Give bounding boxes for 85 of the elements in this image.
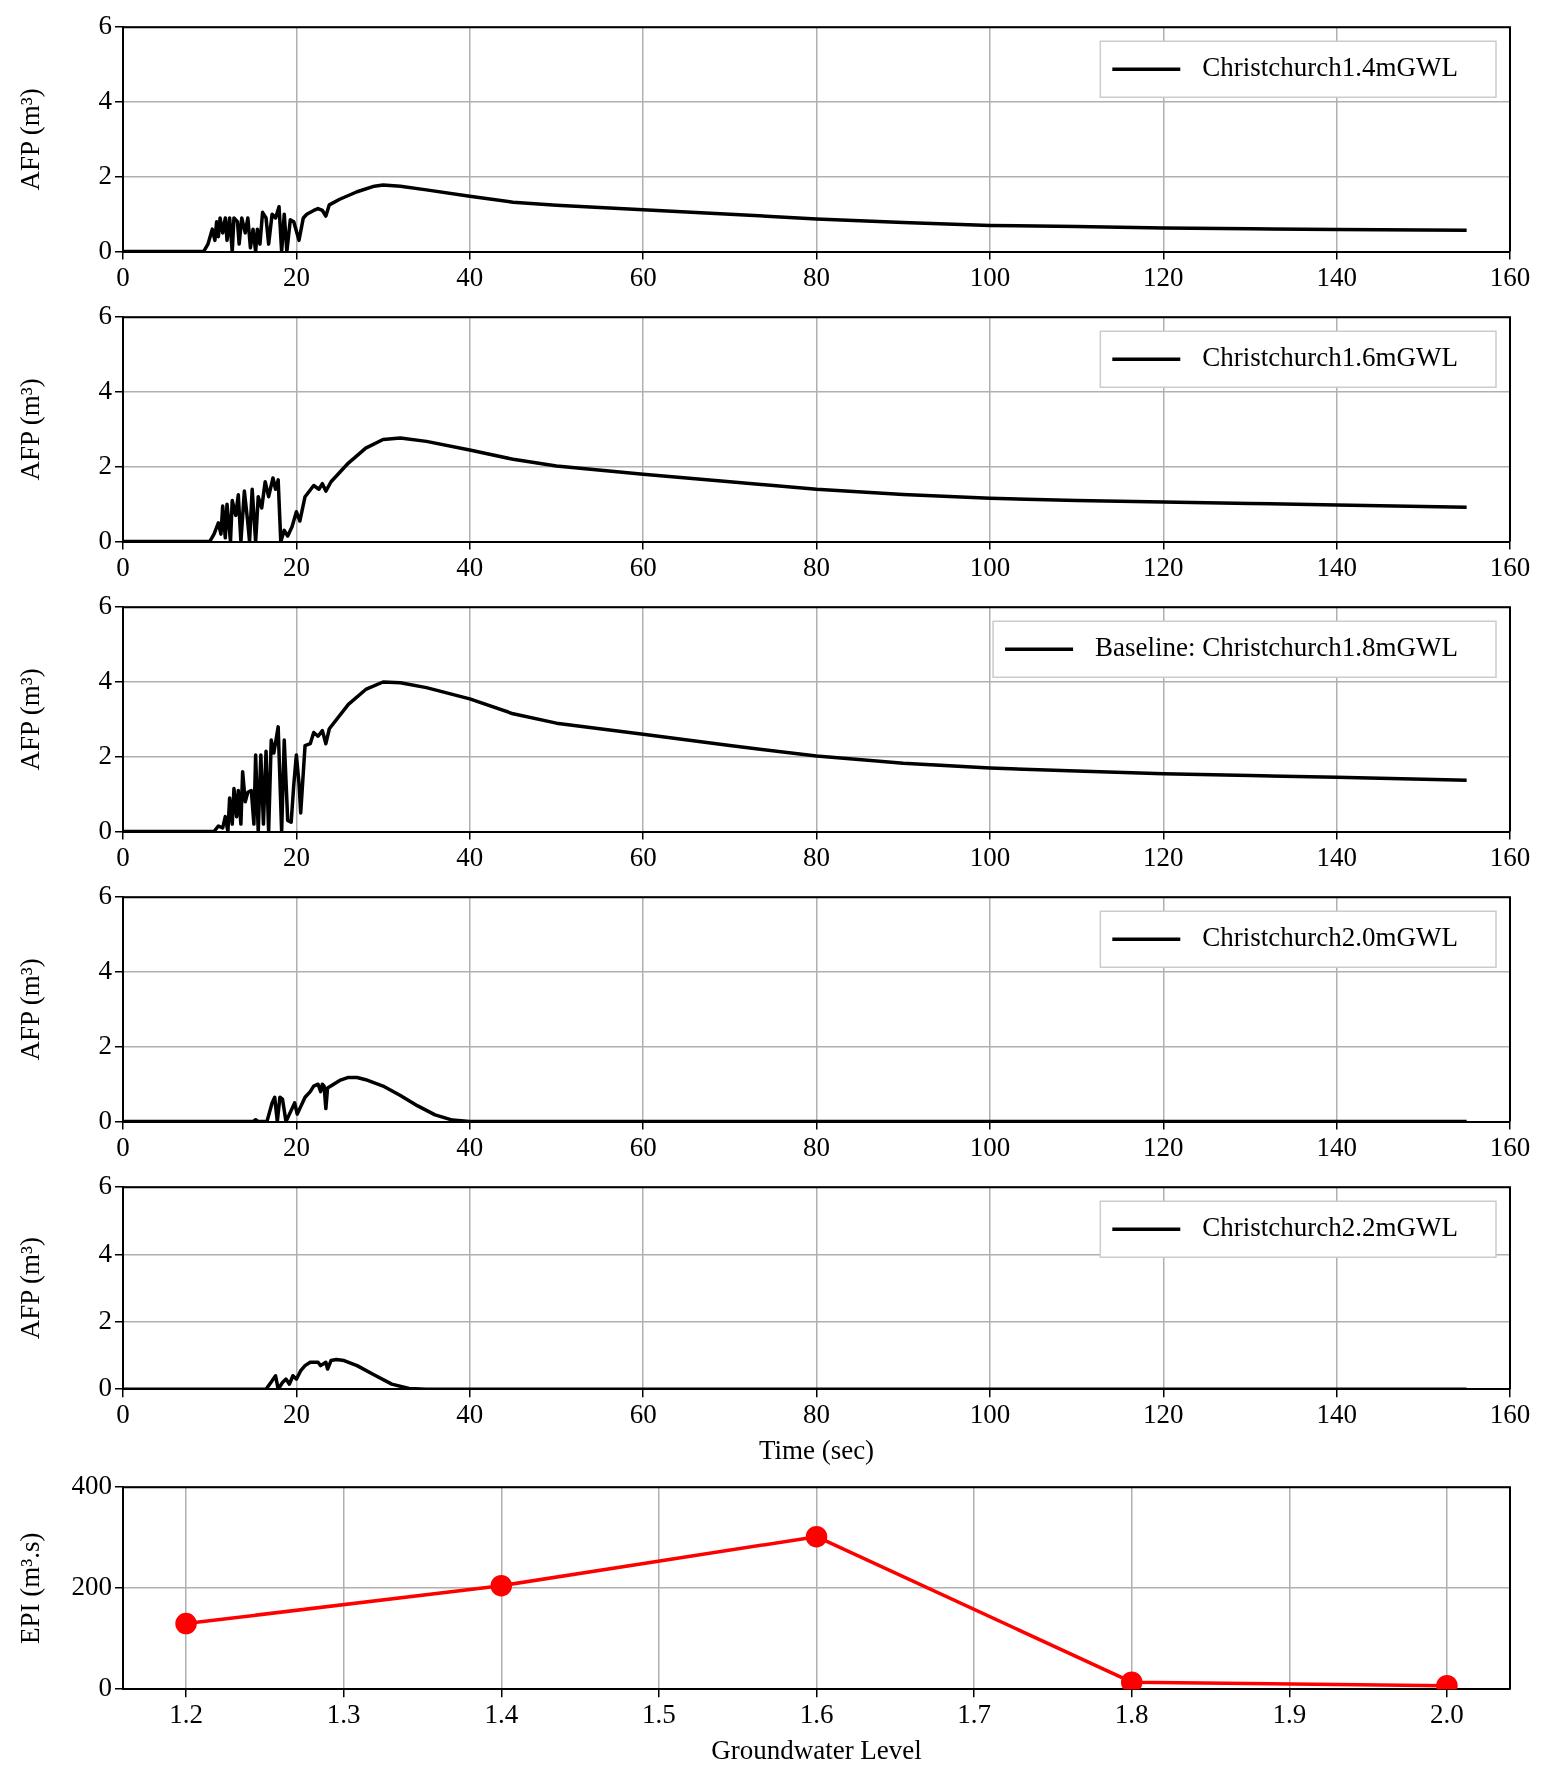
x-tick-label: 20: [282, 1399, 310, 1430]
y-tick-label: 6: [98, 1170, 112, 1201]
x-tick-label: 160: [1489, 551, 1531, 582]
y-tick-label: 0: [98, 524, 112, 555]
x-tick-label: 140: [1316, 1399, 1357, 1430]
x-tick-label: 160: [1489, 1131, 1531, 1162]
x-tick-label: 20: [282, 551, 310, 582]
y-tick-label: 2: [98, 1029, 112, 1060]
x-tick-label: 40: [456, 261, 484, 292]
y-axis-title: AFP (m³): [15, 958, 46, 1061]
x-tick-label: 60: [629, 841, 657, 872]
x-tick-label: 60: [629, 261, 657, 292]
x-tick-label: 60: [629, 1131, 657, 1162]
x-tick-label: 20: [282, 261, 310, 292]
y-tick-label: 4: [98, 85, 113, 116]
x-tick-label: 1.8: [1114, 1699, 1149, 1730]
y-tick-label: 0: [98, 1672, 112, 1703]
x-tick-label: 1.6: [799, 1699, 834, 1730]
y-tick-label: 0: [98, 234, 112, 265]
x-tick-label: 140: [1316, 841, 1357, 872]
x-tick-label: 100: [969, 841, 1011, 872]
x-tick-label: 120: [1143, 551, 1184, 582]
y-axis-title: AFP (m³): [15, 378, 46, 481]
x-tick-label: 1.2: [169, 1699, 203, 1730]
x-tick-label: 140: [1316, 551, 1357, 582]
x-tick-label: 80: [803, 551, 830, 582]
x-tick-label: 120: [1143, 1399, 1184, 1430]
y-tick-label: 4: [98, 665, 113, 696]
legend-label: Christchurch2.2mGWL: [1202, 1212, 1459, 1243]
x-tick-label: 60: [629, 1399, 657, 1430]
x-tick-label: 120: [1143, 1131, 1184, 1162]
x-tick-label: 40: [456, 1399, 484, 1430]
x-tick-label: 100: [969, 261, 1011, 292]
y-axis-title: AFP (m³): [15, 668, 46, 771]
legend-label: Christchurch1.6mGWL: [1202, 342, 1459, 373]
x-tick-label: 60: [629, 551, 657, 582]
y-tick-label: 6: [98, 10, 112, 41]
x-tick-label: 120: [1143, 261, 1184, 292]
y-tick-label: 6: [98, 590, 112, 621]
x-tick-label: 1.4: [484, 1699, 519, 1730]
y-axis-title: AFP (m³): [15, 88, 46, 191]
y-tick-label: 0: [98, 814, 112, 845]
y-tick-label: 0: [98, 1372, 112, 1403]
x-tick-label: 1.3: [326, 1699, 361, 1730]
x-tick-label: 80: [803, 1131, 830, 1162]
x-tick-label: 100: [969, 1131, 1011, 1162]
y-tick-label: 4: [98, 1237, 113, 1268]
x-axis-title: Time (sec): [758, 1434, 875, 1465]
x-tick-label: 160: [1489, 261, 1531, 292]
x-tick-label: 80: [803, 1399, 830, 1430]
x-tick-label: 40: [456, 841, 484, 872]
y-tick-label: 6: [98, 300, 112, 331]
y-tick-label: 6: [98, 880, 112, 911]
legend-label: Christchurch2.0mGWL: [1202, 922, 1459, 953]
x-tick-label: 20: [282, 1131, 310, 1162]
x-tick-label: 20: [282, 841, 310, 872]
x-axis-title: Groundwater Level: [711, 1734, 922, 1765]
y-tick-label: 2: [98, 159, 112, 190]
x-tick-label: 2.0: [1430, 1699, 1464, 1730]
x-tick-label: 140: [1316, 1131, 1357, 1162]
y-axis-title: AFP (m³): [15, 1237, 46, 1340]
x-tick-label: 140: [1316, 261, 1357, 292]
y-axis-title: EPI (m³.s): [15, 1532, 46, 1644]
legend-label: Christchurch1.4mGWL: [1202, 52, 1459, 83]
legend-label: Baseline: Christchurch1.8mGWL: [1095, 632, 1458, 663]
x-tick-label: 160: [1489, 841, 1531, 872]
y-tick-label: 0: [98, 1104, 112, 1135]
x-tick-label: 100: [969, 1399, 1011, 1430]
x-tick-label: 40: [456, 551, 484, 582]
y-tick-label: 2: [98, 739, 112, 770]
y-tick-label: 2: [98, 449, 112, 480]
y-tick-label: 200: [71, 1571, 112, 1602]
x-tick-label: 1.9: [1272, 1699, 1307, 1730]
x-tick-label: 40: [456, 1131, 484, 1162]
x-tick-label: 100: [969, 551, 1011, 582]
x-tick-label: 1.7: [957, 1699, 991, 1730]
x-tick-label: 80: [803, 841, 830, 872]
x-tick-label: 80: [803, 261, 830, 292]
y-tick-label: 4: [98, 955, 113, 986]
x-tick-label: 160: [1489, 1399, 1531, 1430]
y-tick-label: 4: [98, 375, 113, 406]
x-tick-label: 1.5: [642, 1699, 676, 1730]
x-tick-label: 120: [1143, 841, 1184, 872]
y-tick-label: 400: [71, 1470, 112, 1501]
y-tick-label: 2: [98, 1304, 112, 1335]
